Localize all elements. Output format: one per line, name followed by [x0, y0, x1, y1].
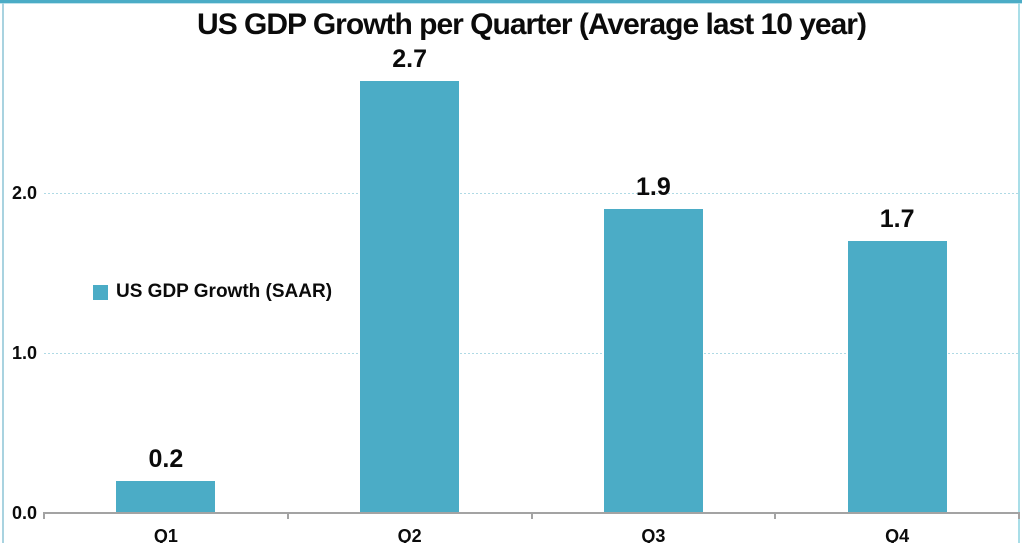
x-axis-line — [43, 512, 1020, 514]
x-axis-category-label-q1: Q1 — [153, 526, 178, 543]
x-axis-tick-mark — [530, 514, 533, 519]
bar-value-label-q2: 2.7 — [392, 45, 428, 73]
x-axis-tick-mark — [43, 514, 45, 519]
legend-swatch-icon — [93, 284, 108, 300]
chart-frame-left-border — [2, 3, 4, 543]
bar-value-label-q3: 1.9 — [635, 173, 671, 201]
bar-value-label-q1: 0.2 — [148, 445, 184, 473]
legend: US GDP Growth (SAAR) — [93, 281, 332, 303]
gridline-2 — [44, 193, 1019, 194]
chart-frame-top-border — [0, 0, 1022, 3]
bar-q4 — [847, 241, 947, 513]
x-axis-tick-mark — [1018, 514, 1020, 519]
y-axis-tick-label: 2.0 — [11, 183, 37, 203]
bar-q1 — [116, 481, 216, 513]
legend-label: US GDP Growth (SAAR) — [116, 281, 333, 302]
chart-frame-right-border — [1018, 3, 1020, 543]
x-axis-category-label-q2: Q2 — [397, 526, 422, 543]
bar-q3 — [603, 209, 703, 513]
x-axis-tick-mark — [774, 514, 777, 519]
x-axis-category-label-q4: Q4 — [885, 526, 910, 543]
y-axis-tick-label: 1.0 — [11, 343, 37, 363]
gridline-1 — [44, 353, 1019, 354]
x-axis-category-label-q3: Q3 — [641, 526, 666, 543]
bar-q2 — [360, 81, 460, 513]
bar-value-label-q4: 1.7 — [879, 205, 915, 233]
y-axis-tick-label: 0.0 — [11, 503, 37, 523]
chart-title: US GDP Growth per Quarter (Average last … — [197, 8, 867, 41]
x-axis-tick-mark — [286, 514, 289, 519]
chart-frame-top-border-inner — [0, 3, 1022, 4]
